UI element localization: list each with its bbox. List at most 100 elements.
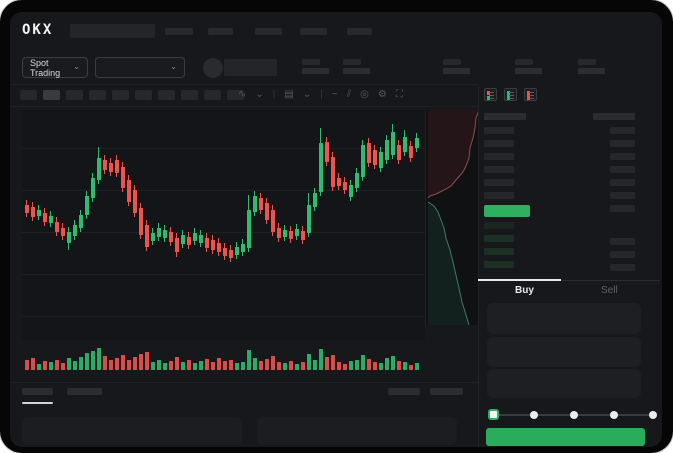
volume-bar bbox=[121, 355, 125, 370]
volume-bar bbox=[373, 362, 377, 370]
pair-selector-dropdown[interactable]: ⌄ bbox=[95, 57, 185, 78]
ask-price-row[interactable] bbox=[484, 179, 514, 186]
timeframe-button-0[interactable] bbox=[20, 90, 37, 100]
slider-handle-selected[interactable] bbox=[488, 409, 499, 420]
line-style-icon[interactable]: ∿ bbox=[238, 88, 247, 100]
indicators-icon[interactable]: ~ bbox=[331, 88, 338, 100]
mini-line bbox=[529, 95, 534, 96]
timeframe-button-1[interactable] bbox=[43, 90, 60, 100]
total-input[interactable] bbox=[487, 369, 641, 398]
volume-bar bbox=[337, 362, 341, 370]
market-type-dropdown[interactable]: Spot Trading ⌄ bbox=[22, 57, 88, 78]
symbol-name-placeholder bbox=[224, 59, 277, 76]
bid-price-row[interactable] bbox=[484, 248, 514, 255]
ask-price-row[interactable] bbox=[484, 153, 514, 160]
settings-gear-icon[interactable]: ⚙ bbox=[377, 88, 387, 100]
ticker-stat-2 bbox=[443, 59, 470, 74]
chevron-down-icon[interactable]: ⌄ bbox=[255, 88, 264, 100]
depth-bids-line bbox=[427, 201, 470, 325]
slider-stop-3[interactable] bbox=[610, 411, 618, 419]
amount-input[interactable] bbox=[487, 337, 641, 367]
tabbar-divider bbox=[478, 280, 660, 281]
ask-price-row[interactable] bbox=[484, 127, 514, 134]
bid-price-row[interactable] bbox=[484, 261, 514, 268]
timeframe-button-9[interactable] bbox=[227, 90, 244, 100]
mini-bar bbox=[527, 91, 530, 100]
tab-buy[interactable]: Buy bbox=[515, 285, 534, 296]
timeframe-button-6[interactable] bbox=[158, 90, 175, 100]
bid-price-row[interactable] bbox=[484, 222, 514, 229]
candle bbox=[325, 142, 329, 162]
nav-menu-item-1[interactable] bbox=[208, 28, 233, 35]
nav-menu-item-2[interactable] bbox=[255, 28, 282, 35]
nav-menu-item-0[interactable] bbox=[165, 28, 193, 35]
ask-price-row[interactable] bbox=[484, 166, 514, 173]
timeframe-button-8[interactable] bbox=[204, 90, 221, 100]
candle bbox=[169, 232, 173, 242]
bottom-action-1[interactable] bbox=[430, 388, 463, 395]
okx-logo[interactable]: OKX bbox=[22, 22, 54, 38]
slider-stop-4[interactable] bbox=[649, 411, 657, 419]
ask-amount-row bbox=[610, 205, 635, 212]
volume-bar bbox=[355, 360, 359, 370]
nav-menu-item-3[interactable] bbox=[300, 28, 327, 35]
gridline bbox=[22, 316, 425, 317]
market-type-label: Spot Trading bbox=[30, 57, 61, 78]
drawing-tools-icon[interactable]: ⫽ bbox=[346, 88, 352, 100]
timeframe-button-4[interactable] bbox=[112, 90, 129, 100]
gridline bbox=[22, 190, 425, 191]
stat-label-placeholder bbox=[578, 59, 596, 65]
candle bbox=[253, 196, 257, 212]
timeframe-button-3[interactable] bbox=[89, 90, 106, 100]
bottom-tab-1[interactable] bbox=[67, 388, 102, 395]
bid-price-row[interactable] bbox=[484, 235, 514, 242]
price-input[interactable] bbox=[487, 303, 641, 334]
volume-bar bbox=[139, 354, 143, 370]
candlestick-chart[interactable] bbox=[22, 110, 425, 340]
volume-bar bbox=[319, 349, 323, 370]
volume-bar bbox=[367, 359, 371, 370]
fullscreen-icon[interactable]: ⛶ bbox=[395, 88, 403, 100]
book-view-combined-icon[interactable] bbox=[484, 88, 497, 101]
bottom-action-0[interactable] bbox=[388, 388, 420, 395]
volume-bar bbox=[205, 359, 209, 370]
volume-bar bbox=[109, 360, 113, 370]
bottom-tab-0[interactable] bbox=[22, 388, 53, 395]
nav-search-placeholder[interactable] bbox=[70, 24, 155, 38]
timeframe-button-5[interactable] bbox=[135, 90, 152, 100]
orderbook-header-right bbox=[593, 113, 635, 120]
candle bbox=[223, 248, 227, 256]
timeframe-button-2[interactable] bbox=[66, 90, 83, 100]
orderbook-header-left bbox=[484, 113, 526, 120]
ask-price-row[interactable] bbox=[484, 192, 514, 199]
chevron-down-icon[interactable]: ⌄ bbox=[302, 88, 312, 100]
candle bbox=[127, 180, 131, 202]
last-price-indicator[interactable] bbox=[484, 205, 530, 217]
chevron-down-icon: ⌄ bbox=[170, 61, 177, 71]
book-view-bids-icon[interactable] bbox=[504, 88, 517, 101]
candle-type-icon[interactable]: ▤ bbox=[284, 88, 294, 100]
volume-bar bbox=[85, 353, 89, 370]
gridline bbox=[22, 148, 425, 149]
candle bbox=[25, 205, 29, 213]
volume-bar bbox=[313, 360, 317, 370]
depth-chart bbox=[425, 110, 479, 325]
volume-bar bbox=[343, 364, 347, 370]
candle bbox=[85, 196, 89, 215]
ask-price-row[interactable] bbox=[484, 140, 514, 147]
candle bbox=[349, 185, 353, 197]
tab-sell[interactable]: Sell bbox=[601, 285, 618, 296]
submit-buy-button[interactable] bbox=[486, 428, 645, 446]
ticker-stat-1 bbox=[343, 59, 370, 74]
candle bbox=[343, 182, 347, 190]
mini-line bbox=[509, 98, 514, 99]
slider-stop-1[interactable] bbox=[530, 411, 538, 419]
nav-menu-item-4[interactable] bbox=[347, 28, 372, 35]
separator: | bbox=[320, 88, 323, 100]
camera-icon[interactable]: ◎ bbox=[360, 88, 369, 100]
book-view-asks-icon[interactable] bbox=[524, 88, 537, 101]
volume-bar bbox=[271, 356, 275, 370]
slider-stop-2[interactable] bbox=[570, 411, 578, 419]
timeframe-button-7[interactable] bbox=[181, 90, 198, 100]
